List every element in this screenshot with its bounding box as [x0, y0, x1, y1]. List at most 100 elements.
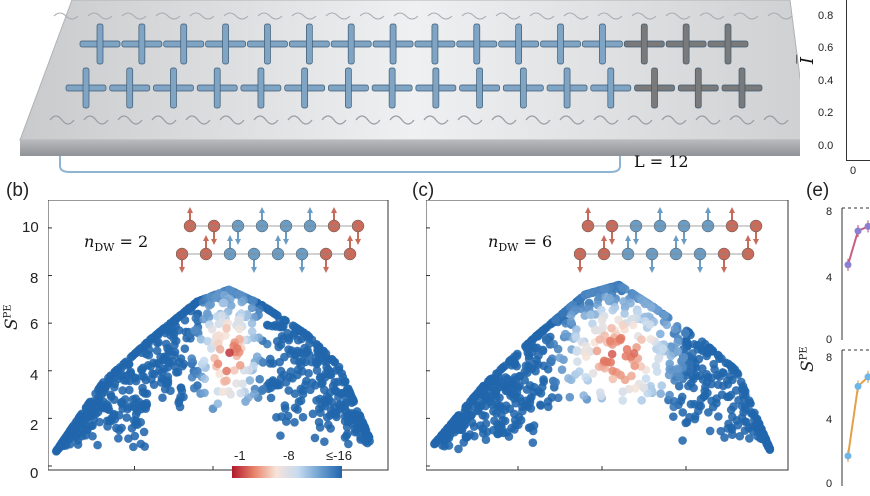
data-point: [750, 415, 759, 424]
chain-bracket: [60, 156, 620, 172]
data-point: [740, 386, 749, 395]
data-point: [95, 384, 104, 393]
data-point: [709, 403, 718, 412]
data-point: [539, 377, 548, 386]
spin-arrowhead: [673, 235, 679, 241]
data-marker: [845, 261, 852, 268]
data-point: [225, 348, 234, 357]
spin-arrowhead: [745, 235, 751, 241]
spin-arrowhead: [625, 235, 631, 241]
data-point: [548, 354, 557, 363]
data-point: [326, 388, 335, 397]
data-point: [728, 430, 737, 439]
data-point: [118, 398, 127, 407]
data-point: [255, 375, 264, 384]
spin-arrowhead: [347, 235, 353, 241]
data-marker: [855, 383, 862, 390]
spin-arrowhead: [355, 239, 361, 245]
data-point: [565, 393, 574, 402]
data-point: [245, 366, 254, 375]
data-point: [530, 388, 539, 397]
data-point: [141, 404, 150, 413]
data-point: [596, 388, 605, 397]
data-point: [656, 330, 665, 339]
spin: [248, 248, 260, 273]
data-point: [122, 413, 131, 422]
annot-value: = 2: [114, 232, 148, 251]
qubit-bar-v: [599, 24, 605, 64]
data-point: [123, 405, 132, 414]
spin: [176, 248, 188, 273]
data-point: [482, 435, 491, 444]
line-plot-e: [822, 200, 870, 492]
data-point: [511, 420, 520, 429]
y-tick: 4: [826, 272, 832, 284]
data-point: [606, 294, 615, 303]
data-point: [316, 423, 325, 432]
spin: [702, 207, 714, 232]
data-point: [746, 398, 755, 407]
annot-value: = 6: [518, 232, 552, 251]
y-tick: 6: [30, 316, 38, 333]
data-point: [363, 439, 372, 448]
spin-arrowhead: [753, 239, 759, 245]
y-tick: 0: [826, 478, 832, 490]
data-point: [214, 359, 223, 368]
spin-arrowhead: [307, 207, 313, 213]
qubit-bar-v: [641, 24, 647, 64]
panel-c-annotation: nDW = 6: [488, 232, 552, 254]
spin-arrowhead: [601, 235, 607, 241]
spin-arrowhead: [283, 239, 289, 245]
spin-arrowhead: [179, 267, 185, 273]
data-point: [713, 371, 722, 380]
data-point: [529, 438, 538, 447]
data-point: [290, 418, 299, 427]
annot-n: n: [84, 232, 94, 251]
data-point: [131, 432, 140, 441]
qubit-bar-v: [558, 24, 564, 64]
scatter-points: [430, 281, 774, 454]
qubit-bar-v: [520, 68, 526, 108]
data-point: [276, 431, 285, 440]
data-point: [236, 389, 245, 398]
ylabel-sup: PE: [798, 346, 809, 360]
data-point: [558, 365, 567, 374]
data-point: [706, 427, 715, 436]
data-point: [253, 352, 262, 361]
data-point: [608, 306, 617, 315]
data-point: [600, 285, 609, 294]
data-point: [637, 396, 646, 405]
data-point: [90, 409, 99, 418]
panel-a-plot: I̅ 0.8 0.6 0.4 0.2 0.0 0: [800, 0, 870, 180]
data-point: [647, 303, 656, 312]
spin: [654, 207, 666, 232]
data-point: [665, 391, 674, 400]
data-point: [352, 410, 361, 419]
data-point: [470, 432, 479, 441]
data-point: [450, 416, 459, 425]
data-point: [729, 402, 738, 411]
data-marker: [855, 228, 862, 235]
data-point: [567, 311, 576, 320]
data-point: [93, 441, 102, 450]
data-point: [573, 357, 582, 366]
data-point: [539, 347, 548, 356]
data-point: [458, 426, 467, 435]
data-point: [114, 434, 123, 443]
panel-e-label: (e): [806, 180, 829, 202]
spin-chain-b: [176, 204, 376, 278]
spin-arrowhead: [299, 267, 305, 273]
data-point: [345, 387, 354, 396]
spin-arrowhead: [203, 235, 209, 241]
data-point: [691, 412, 700, 421]
qubit-bar-v: [652, 68, 658, 108]
qubit-bar-v: [608, 68, 614, 108]
qubit-bar-v: [725, 24, 731, 64]
data-point: [174, 368, 183, 377]
data-point: [103, 422, 112, 431]
qubit-bar-v: [83, 68, 89, 108]
data-point: [263, 340, 272, 349]
data-point: [615, 335, 624, 344]
data-point: [669, 412, 678, 421]
y-tick: 0.2: [818, 107, 833, 119]
